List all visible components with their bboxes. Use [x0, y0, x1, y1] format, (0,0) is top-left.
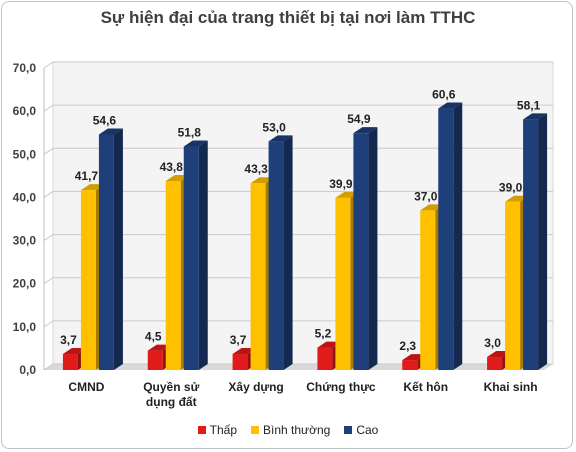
- bar-front: [420, 210, 436, 370]
- bar-side: [453, 102, 463, 370]
- data-label: 54,9: [347, 112, 371, 126]
- bar-front: [232, 354, 248, 370]
- bar-side: [538, 113, 548, 370]
- bar-front: [505, 201, 521, 370]
- y-tick-label: 40,0: [13, 190, 37, 204]
- legend-item: Bình thường: [251, 423, 330, 437]
- chart-title: Sự hiện đại của trang thiết bị tại nơi l…: [100, 8, 476, 27]
- data-label: 58,1: [517, 98, 541, 112]
- x-category-label: Khai sinh: [484, 380, 538, 394]
- bar-top: [523, 113, 548, 120]
- legend-item: Cao: [344, 423, 378, 437]
- x-category-label: Kết hôn: [403, 380, 448, 394]
- bar-front: [62, 354, 78, 370]
- gridline: [43, 234, 553, 241]
- gridline: [43, 320, 553, 328]
- bar-front: [438, 108, 454, 370]
- y-tick-label: 50,0: [13, 147, 37, 161]
- legend-item: Thấp: [197, 423, 238, 437]
- data-label: 2,3: [399, 339, 416, 353]
- data-label: 60,6: [432, 88, 456, 102]
- bar-Cao: [353, 127, 378, 370]
- legend-swatch: [251, 426, 260, 434]
- data-label: 37,0: [414, 189, 438, 203]
- data-label: 3,7: [230, 333, 247, 347]
- data-label: 53,0: [262, 120, 286, 134]
- bar-Cao: [183, 140, 208, 370]
- bar-top: [353, 127, 378, 134]
- bar-front: [165, 181, 181, 370]
- bar-front: [80, 190, 96, 370]
- bar-front: [523, 119, 539, 370]
- x-category-label: Chứng thực: [306, 380, 376, 394]
- legend-label: Thấp: [209, 423, 238, 437]
- bar-front: [250, 183, 266, 370]
- gridline: [43, 277, 553, 285]
- bar-Cao: [268, 135, 293, 370]
- data-label: 51,8: [178, 126, 202, 140]
- bar-front: [147, 350, 163, 370]
- bar-front: [183, 146, 199, 370]
- gridline: [43, 363, 553, 371]
- data-label: 43,8: [160, 160, 184, 174]
- data-label: 39,0: [499, 181, 523, 195]
- x-category-label: CMND: [68, 380, 104, 394]
- bar-front: [353, 133, 369, 370]
- gridline: [43, 104, 553, 112]
- bar-top: [183, 140, 208, 147]
- data-label: 5,2: [315, 327, 332, 341]
- bar-top: [438, 102, 463, 109]
- gridline: [43, 190, 553, 198]
- y-tick-label: 60,0: [13, 104, 37, 118]
- bar-front: [268, 141, 284, 370]
- gridline: [43, 61, 553, 69]
- bar-front: [317, 347, 333, 370]
- x-category-label: Xây dựng: [228, 380, 283, 394]
- y-tick-label: 0,0: [19, 363, 36, 377]
- bar-front: [487, 357, 503, 370]
- legend-swatch: [344, 426, 353, 434]
- y-tick-label: 20,0: [13, 277, 37, 291]
- data-label: 3,0: [484, 336, 501, 350]
- y-tick-label: 30,0: [13, 234, 37, 248]
- bar-front: [98, 134, 114, 370]
- x-category-label: dụng đất: [146, 395, 197, 409]
- gridline: [43, 147, 553, 155]
- y-tick-label: 70,0: [13, 61, 37, 75]
- data-label: 54,6: [93, 113, 117, 127]
- y-tick-label: 10,0: [13, 320, 37, 334]
- bar-Cao: [438, 102, 463, 370]
- bar-top: [268, 135, 293, 142]
- bar-Cao: [523, 113, 548, 370]
- data-label: 41,7: [75, 169, 99, 183]
- data-label: 3,7: [60, 333, 77, 347]
- data-label: 4,5: [145, 330, 162, 344]
- plot-back-wall: [52, 61, 554, 365]
- bar-front: [335, 197, 351, 370]
- data-label: 39,9: [329, 177, 353, 191]
- legend-label: Bình thường: [263, 423, 331, 437]
- legend-label: Cao: [356, 423, 379, 437]
- x-category-label: Quyền sử: [143, 380, 199, 394]
- bar-side: [113, 128, 123, 370]
- bar-side: [283, 135, 293, 370]
- bar-front: [402, 360, 418, 370]
- legend: Thấp Bình thường Cao: [0, 423, 576, 437]
- bar-side: [198, 140, 208, 370]
- bar-Cao: [98, 128, 123, 370]
- bar-side: [368, 127, 378, 370]
- data-label: 43,3: [244, 162, 268, 176]
- legend-swatch: [197, 426, 206, 434]
- bar-top: [98, 128, 123, 135]
